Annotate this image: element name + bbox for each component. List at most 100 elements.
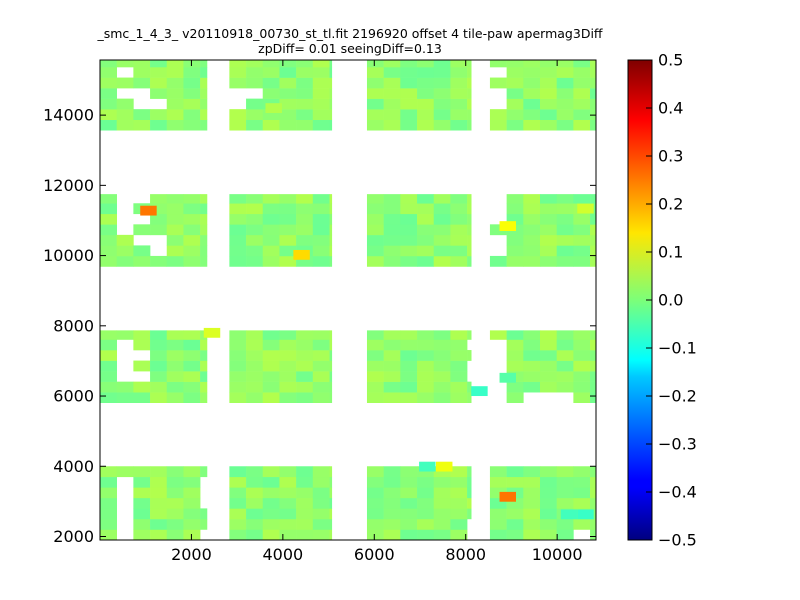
heatmap-cell xyxy=(417,98,435,110)
y-axis: 2000 4000 6000 8000 10000 12000 14000 xyxy=(43,106,596,546)
heatmap-cell xyxy=(523,371,541,382)
heatmap-cell xyxy=(312,518,330,530)
heatmap-cell xyxy=(383,381,401,393)
heatmap-cell xyxy=(489,529,507,540)
heatmap-cell xyxy=(433,203,451,215)
heatmap-cell xyxy=(229,371,247,382)
heatmap-cell xyxy=(433,109,451,120)
heatmap-cell xyxy=(100,466,117,478)
heatmap-cell xyxy=(229,518,247,530)
heatmap-cell xyxy=(573,77,591,89)
heatmap-cell xyxy=(100,518,117,530)
heatmap-cell xyxy=(312,234,330,246)
heatmap-cell xyxy=(489,518,507,530)
heatmap-cell xyxy=(383,255,401,267)
heatmap-cell xyxy=(200,255,208,267)
heatmap-cell xyxy=(329,224,333,236)
heatmap-cell xyxy=(366,77,384,89)
heatmap-cell xyxy=(400,371,418,382)
colorbar-tick-label: −0.5 xyxy=(658,531,697,550)
x-tick-label: 10000 xyxy=(532,545,583,564)
heatmap-cell xyxy=(556,224,574,236)
heatmap-cell xyxy=(246,466,264,478)
heatmap-cell xyxy=(489,77,507,89)
heatmap-cell xyxy=(100,98,117,110)
heatmap-cell xyxy=(467,88,472,99)
heatmap-cell xyxy=(296,60,314,68)
heatmap-cell xyxy=(246,487,264,499)
heatmap-cell xyxy=(229,234,247,246)
heatmap-cell xyxy=(417,529,435,540)
heatmap-cell xyxy=(150,109,168,120)
heatmap-cell xyxy=(166,194,184,204)
heatmap-cell xyxy=(133,360,151,372)
heatmap-cell xyxy=(100,476,117,488)
heatmap-cell xyxy=(312,350,330,361)
heatmap-cell xyxy=(467,224,472,236)
heatmap-cell xyxy=(540,119,557,131)
heatmap-cell xyxy=(523,487,541,499)
heatmap-cell xyxy=(540,67,557,78)
heatmap-cell xyxy=(573,213,591,225)
heatmap-cell xyxy=(246,529,264,540)
heatmap-cell xyxy=(417,119,435,131)
heatmap-cell xyxy=(229,508,247,520)
heatmap-cell xyxy=(467,245,472,257)
heatmap-cell xyxy=(183,98,201,110)
heatmap-cell xyxy=(312,109,330,120)
plot-frame xyxy=(99,59,597,541)
heatmap-cell xyxy=(279,224,297,236)
heatmap-cell xyxy=(312,392,330,403)
heatmap-cell xyxy=(116,60,134,68)
heatmap-cell xyxy=(417,88,435,99)
heatmap-cell xyxy=(116,381,134,393)
heatmap-cell xyxy=(573,119,591,131)
heatmap-cell xyxy=(556,67,574,78)
plot-area xyxy=(100,60,596,540)
heatmap-cell xyxy=(383,88,401,99)
heatmap-cell xyxy=(523,476,541,488)
heatmap-cell xyxy=(200,224,208,236)
heatmap-cell xyxy=(166,88,184,99)
heatmap-cell xyxy=(150,529,168,540)
heatmap-cell xyxy=(100,60,117,68)
heatmap-cell xyxy=(590,371,596,382)
heatmap-cell xyxy=(523,203,541,215)
heatmap-cell xyxy=(366,330,384,340)
heatmap-cell xyxy=(116,109,134,120)
heatmap-cell xyxy=(296,67,314,78)
heatmap-cell xyxy=(506,381,524,393)
heatmap-cell xyxy=(506,529,524,540)
heatmap-cell xyxy=(166,77,184,89)
heatmap-cell xyxy=(366,194,384,204)
colorbar-ticks: 0.5 0.4 0.3 0.2 0.1 0.0 −0.1 −0.2 −0.3 −0.4 −0.5 xyxy=(646,51,697,550)
heatmap-cell xyxy=(183,67,201,78)
heatmap-cell xyxy=(246,77,264,89)
heatmap-cell xyxy=(450,476,468,488)
heatmap-cell xyxy=(246,245,264,257)
heatmap-cell xyxy=(417,360,435,372)
heatmap-cell xyxy=(262,194,280,204)
heatmap-cell xyxy=(506,392,524,403)
heatmap-cell xyxy=(523,466,541,478)
heatmap-cell xyxy=(417,224,435,236)
heatmap-cell xyxy=(400,255,418,267)
heatmap-cell xyxy=(150,371,168,382)
heatmap-cell xyxy=(262,466,280,478)
heatmap-cell xyxy=(312,213,330,225)
chart-title: _smc_1_4_3_ v20110918_00730_st_tl.fit 21… xyxy=(0,26,700,56)
heatmap-cell xyxy=(573,109,591,120)
heatmap-cell xyxy=(133,339,151,351)
heatmap-cell xyxy=(556,98,574,110)
heatmap-cell xyxy=(433,371,451,382)
heatmap-cell xyxy=(296,476,314,488)
heatmap-cell-highlight xyxy=(436,461,453,472)
heatmap-cell xyxy=(246,476,264,488)
heatmap-cell xyxy=(262,330,280,340)
heatmap-cell xyxy=(383,77,401,89)
heatmap-cell xyxy=(100,392,117,403)
heatmap-cell xyxy=(329,60,333,68)
y-tick-label: 4000 xyxy=(53,457,94,476)
heatmap-cell xyxy=(366,60,384,68)
heatmap-cell xyxy=(366,476,384,488)
